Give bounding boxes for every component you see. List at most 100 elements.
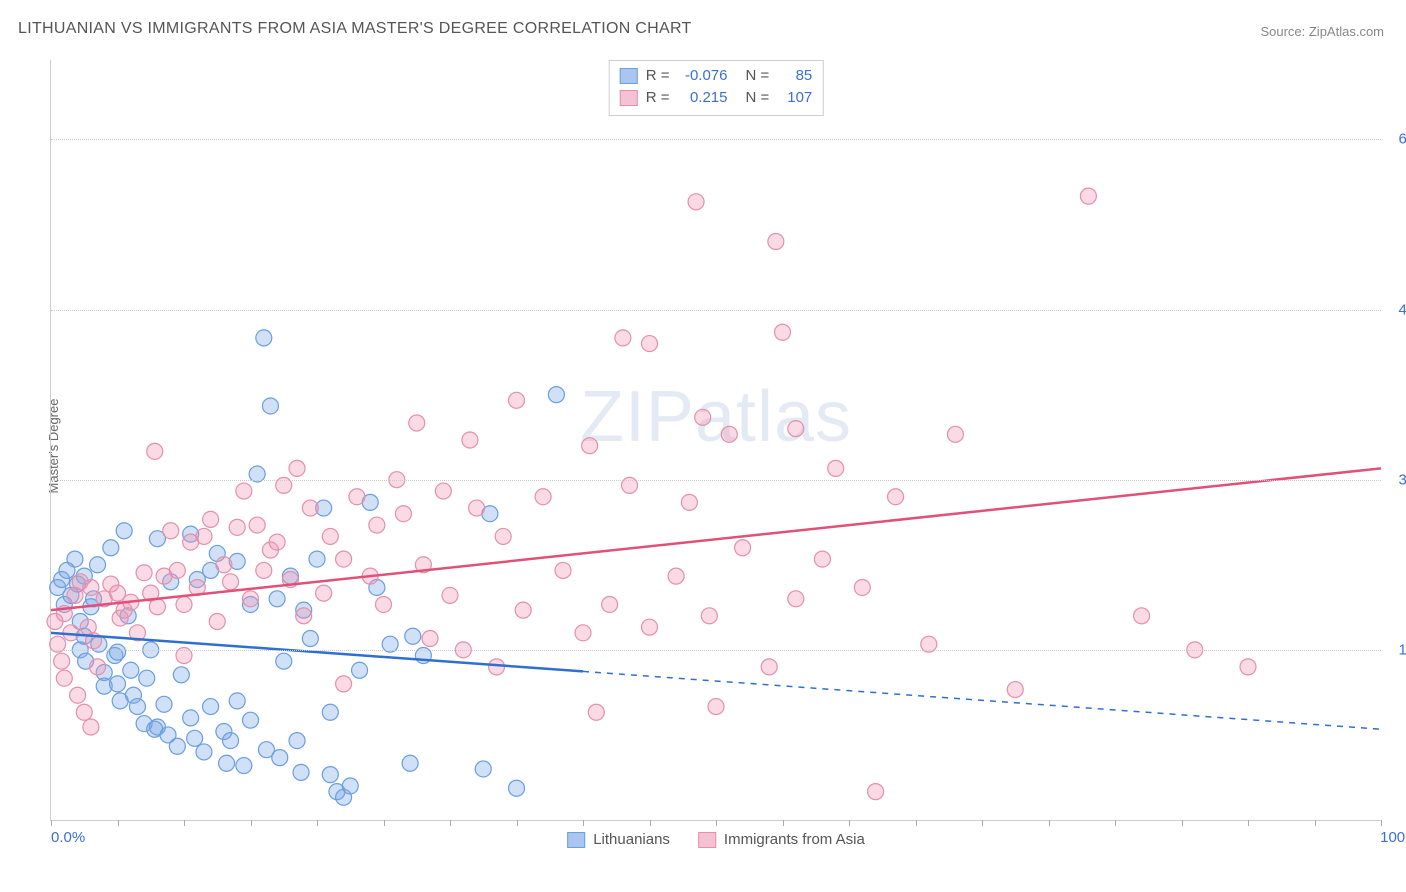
scatter-point-asia: [788, 421, 804, 437]
scatter-point-lithuanians: [402, 755, 418, 771]
chart-title: LITHUANIAN VS IMMIGRANTS FROM ASIA MASTE…: [18, 20, 692, 38]
scatter-point-lithuanians: [156, 696, 172, 712]
scatter-point-asia: [169, 562, 185, 578]
scatter-point-asia: [788, 591, 804, 607]
scatter-point-asia: [708, 699, 724, 715]
plot-area: ZIPatlas R =-0.076N =85R =0.215N =107 Li…: [50, 60, 1381, 821]
scatter-point-asia: [349, 489, 365, 505]
scatter-point-lithuanians: [309, 551, 325, 567]
scatter-point-asia: [435, 483, 451, 499]
x-tick: [783, 820, 784, 826]
scatter-point-asia: [54, 653, 70, 669]
scatter-point-asia: [422, 631, 438, 647]
scatter-point-asia: [489, 659, 505, 675]
n-value: 85: [777, 65, 812, 87]
series-legend: LithuaniansImmigrants from Asia: [567, 831, 865, 848]
scatter-point-asia: [509, 392, 525, 408]
scatter-point-lithuanians: [272, 750, 288, 766]
scatter-point-asia: [56, 670, 72, 686]
scatter-point-lithuanians: [183, 710, 199, 726]
scatter-point-asia: [196, 528, 212, 544]
scatter-point-lithuanians: [123, 662, 139, 678]
scatter-point-asia: [721, 426, 737, 442]
scatter-point-asia: [588, 704, 604, 720]
scatter-point-asia: [336, 551, 352, 567]
scatter-point-lithuanians: [129, 699, 145, 715]
scatter-point-asia: [469, 500, 485, 516]
scatter-point-asia: [775, 324, 791, 340]
scatter-point-asia: [1080, 188, 1096, 204]
scatter-point-lithuanians: [67, 551, 83, 567]
scatter-point-asia: [70, 687, 86, 703]
scatter-point-lithuanians: [256, 330, 272, 346]
scatter-point-lithuanians: [289, 733, 305, 749]
scatter-point-lithuanians: [236, 758, 252, 774]
scatter-point-asia: [681, 494, 697, 510]
scatter-point-asia: [83, 579, 99, 595]
scatter-point-asia: [223, 574, 239, 590]
scatter-point-asia: [176, 596, 192, 612]
scatter-point-asia: [302, 500, 318, 516]
n-label: N =: [746, 65, 770, 87]
scatter-point-asia: [515, 602, 531, 618]
scatter-point-asia: [642, 336, 658, 352]
scatter-point-asia: [1240, 659, 1256, 675]
scatter-point-lithuanians: [269, 591, 285, 607]
x-tick: [1049, 820, 1050, 826]
scatter-point-lithuanians: [196, 744, 212, 760]
x-tick: [583, 820, 584, 826]
scatter-point-asia: [376, 596, 392, 612]
x-tick: [51, 820, 52, 826]
scatter-point-asia: [814, 551, 830, 567]
scatter-point-lithuanians: [352, 662, 368, 678]
n-label: N =: [746, 87, 770, 109]
scatter-point-asia: [495, 528, 511, 544]
scatter-point-asia: [336, 676, 352, 692]
scatter-point-asia: [582, 438, 598, 454]
scatter-point-lithuanians: [509, 780, 525, 796]
x-tick: [716, 820, 717, 826]
scatter-point-asia: [828, 460, 844, 476]
scatter-point-asia: [90, 659, 106, 675]
scatter-point-asia: [395, 506, 411, 522]
scatter-point-lithuanians: [173, 667, 189, 683]
scatter-point-asia: [668, 568, 684, 584]
scatter-point-lithuanians: [110, 676, 126, 692]
scatter-point-asia: [369, 517, 385, 533]
swatch-icon: [698, 832, 716, 848]
scatter-point-asia: [269, 534, 285, 550]
scatter-point-asia: [229, 519, 245, 535]
scatter-point-lithuanians: [322, 704, 338, 720]
x-tick: [1115, 820, 1116, 826]
scatter-point-lithuanians: [103, 540, 119, 556]
y-tick-label: 60.0%: [1386, 131, 1406, 148]
r-value: -0.076: [678, 65, 728, 87]
scatter-point-lithuanians: [219, 755, 235, 771]
scatter-point-asia: [216, 557, 232, 573]
swatch-icon: [620, 90, 638, 106]
r-label: R =: [646, 65, 670, 87]
y-tick-label: 30.0%: [1386, 471, 1406, 488]
x-tick: [384, 820, 385, 826]
scatter-point-asia: [555, 562, 571, 578]
scatter-point-lithuanians: [405, 628, 421, 644]
chart-svg: [51, 60, 1381, 820]
swatch-icon: [620, 68, 638, 84]
scatter-point-lithuanians: [276, 653, 292, 669]
corr-row-asia: R =0.215N =107: [620, 87, 813, 109]
x-tick: [184, 820, 185, 826]
scatter-point-asia: [735, 540, 751, 556]
gridline-h: [51, 139, 1381, 140]
scatter-point-lithuanians: [223, 733, 239, 749]
scatter-point-asia: [1134, 608, 1150, 624]
scatter-point-lithuanians: [475, 761, 491, 777]
scatter-point-asia: [236, 483, 252, 499]
x-tick: [1182, 820, 1183, 826]
x-axis-min-label: 0.0%: [51, 829, 85, 846]
scatter-point-asia: [442, 587, 458, 603]
gridline-h: [51, 480, 1381, 481]
gridline-h: [51, 650, 1381, 651]
legend-label: Lithuanians: [593, 831, 670, 848]
scatter-point-lithuanians: [342, 778, 358, 794]
scatter-point-lithuanians: [116, 523, 132, 539]
